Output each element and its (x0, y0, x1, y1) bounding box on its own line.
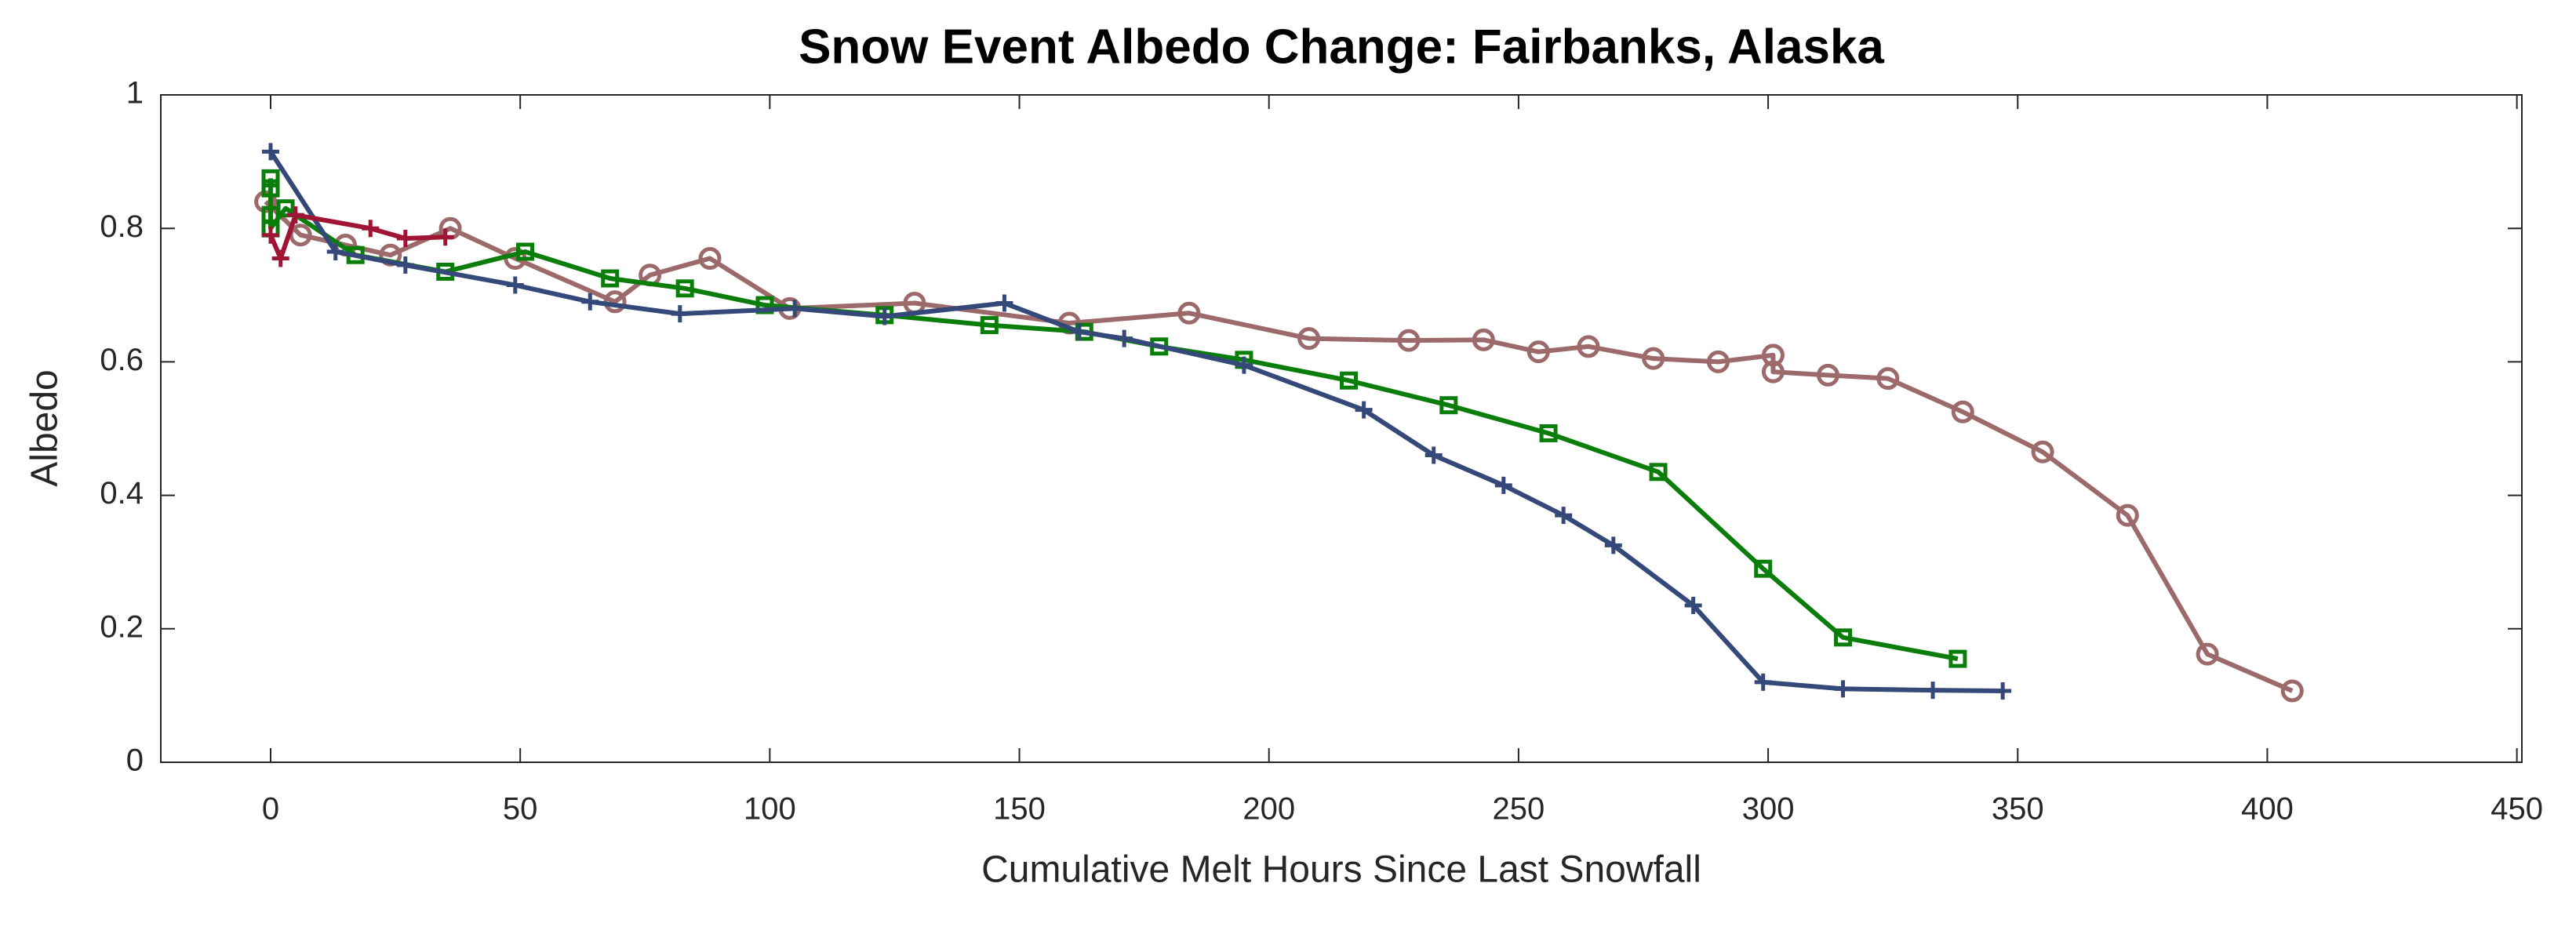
x-tick-label: 200 (1243, 792, 1295, 827)
marker (1706, 350, 1730, 373)
marker (326, 242, 344, 260)
marker (1494, 476, 1512, 494)
marker (1994, 681, 2012, 700)
x-tick-label: 100 (744, 792, 796, 827)
marker (254, 190, 278, 213)
marker (261, 169, 280, 187)
x-tick-label: 450 (2490, 792, 2543, 827)
marker (276, 199, 295, 218)
marker (1761, 343, 1785, 367)
marker (2116, 503, 2139, 527)
marker (396, 229, 414, 247)
marker (1834, 628, 1853, 647)
marker (671, 305, 689, 323)
marker (289, 224, 312, 247)
marker (2031, 440, 2054, 463)
marker (1177, 301, 1201, 325)
marker (1642, 347, 1665, 370)
marker (875, 307, 893, 325)
y-tick-label: 0.2 (100, 609, 144, 644)
marker (396, 256, 414, 274)
x-tick-label: 400 (2241, 792, 2294, 827)
marker (1948, 649, 1967, 668)
marker (1355, 401, 1373, 419)
marker (506, 276, 524, 294)
marker (1472, 328, 1495, 351)
marker (1951, 400, 1974, 423)
marker (995, 294, 1013, 312)
series-line (264, 199, 2294, 693)
marker (1397, 329, 1421, 352)
marker (1424, 446, 1443, 464)
marker (1649, 463, 1668, 482)
marker (262, 143, 279, 161)
marker (675, 279, 694, 298)
marker (1577, 335, 1600, 358)
marker (1604, 536, 1622, 554)
x-axis-label: Cumulative Melt Hours Since Last Snowfal… (981, 849, 1701, 891)
x-tick-label: 0 (262, 792, 279, 827)
marker (786, 300, 804, 318)
plot-frame (160, 94, 2523, 763)
y-tick-label: 0.8 (100, 209, 144, 244)
marker (1297, 327, 1321, 351)
marker (601, 269, 620, 288)
marker (1340, 371, 1359, 390)
marker (1526, 340, 1550, 364)
chart-title: Snow Event Albedo Change: Fairbanks, Ala… (799, 20, 1884, 74)
series-line (268, 150, 2003, 693)
x-tick-label: 50 (503, 792, 538, 827)
marker (581, 293, 599, 311)
marker (362, 220, 380, 238)
marker (1539, 423, 1558, 442)
marker (261, 179, 280, 198)
y-tick-label: 0.6 (100, 343, 144, 377)
y-tick-label: 0 (126, 743, 144, 778)
marker (516, 242, 535, 261)
marker (1834, 680, 1852, 698)
marker (2280, 679, 2304, 703)
marker (1876, 367, 1900, 391)
x-tick-label: 250 (1493, 792, 1545, 827)
marker (2196, 642, 2219, 666)
marker (1070, 323, 1088, 341)
x-tick-label: 150 (993, 792, 1046, 827)
marker (698, 246, 722, 270)
marker (1754, 559, 1773, 578)
marker (1924, 681, 1942, 700)
y-tick-label: 0.4 (100, 476, 144, 511)
x-tick-label: 300 (1742, 792, 1795, 827)
marker (1439, 396, 1458, 415)
marker (1235, 356, 1253, 374)
marker (262, 226, 279, 244)
y-axis-label: Albedo (24, 369, 66, 486)
marker (286, 206, 304, 224)
marker (1555, 507, 1573, 525)
marker (271, 249, 289, 267)
y-tick-label: 1 (126, 76, 144, 111)
marker (1684, 597, 1702, 615)
marker (436, 228, 454, 246)
marker (980, 316, 999, 335)
x-tick-label: 350 (1992, 792, 2044, 827)
marker (1816, 363, 1839, 387)
marker (1754, 673, 1772, 691)
marker (1115, 329, 1133, 347)
marker (1761, 360, 1785, 383)
